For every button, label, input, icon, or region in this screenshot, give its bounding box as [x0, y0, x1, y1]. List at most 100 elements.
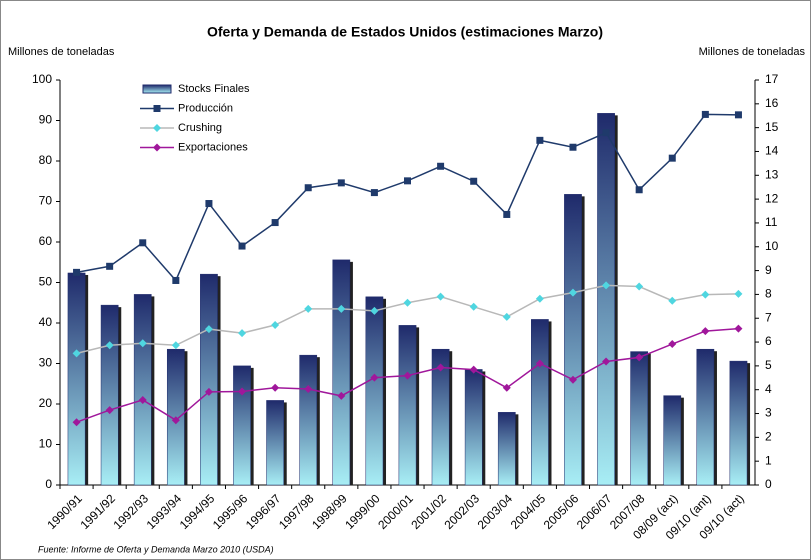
point — [635, 353, 644, 362]
bar — [398, 325, 417, 486]
point — [502, 312, 511, 321]
bar — [266, 400, 284, 486]
y2-tick-label: 2 — [765, 430, 772, 444]
legend-marker — [153, 124, 161, 132]
point — [304, 184, 312, 192]
bar — [564, 194, 582, 486]
y-tick-label: 0 — [45, 477, 52, 491]
legend-label: Stocks Finales — [178, 83, 250, 95]
chart-title: Oferta y Demanda de Estados Unidos (esti… — [207, 24, 603, 40]
point — [536, 136, 544, 144]
y2-tick-label: 14 — [765, 144, 779, 158]
legend-label: Exportaciones — [178, 141, 248, 153]
legend-marker — [153, 143, 161, 152]
point — [106, 262, 114, 270]
point — [469, 365, 478, 374]
bar — [133, 294, 152, 486]
y-tick-label: 30 — [39, 356, 53, 370]
point — [139, 239, 147, 247]
y-tick-label: 50 — [39, 275, 53, 289]
y2-tick-label: 13 — [765, 167, 779, 181]
y2-tick-label: 4 — [765, 382, 772, 396]
point — [72, 349, 81, 358]
point — [370, 189, 378, 197]
legend-label: Producción — [178, 102, 233, 114]
y2-tick-label: 17 — [765, 72, 779, 86]
point — [437, 162, 445, 170]
point — [535, 294, 544, 303]
point — [701, 290, 710, 299]
y2-tick-label: 1 — [765, 453, 772, 467]
y2-tick-label: 6 — [765, 334, 772, 348]
y2-axis-label: Millones de toneladas — [699, 46, 806, 58]
legend-label: Crushing — [178, 122, 222, 134]
y2-tick-label: 7 — [765, 310, 772, 324]
legend-marker — [153, 105, 161, 112]
point — [535, 359, 544, 368]
bar — [67, 272, 86, 486]
point — [668, 340, 677, 349]
bar — [597, 113, 615, 486]
point — [734, 289, 743, 298]
y-tick-label: 90 — [39, 113, 53, 127]
bar — [431, 348, 450, 486]
bar — [630, 351, 649, 486]
point — [568, 375, 577, 384]
point — [470, 177, 478, 185]
y-tick-label: 60 — [39, 234, 53, 248]
bar — [729, 360, 748, 486]
y2-tick-label: 8 — [765, 287, 772, 301]
y2-tick-label: 15 — [765, 120, 779, 134]
point — [171, 341, 180, 350]
point — [238, 387, 247, 396]
point — [403, 298, 412, 307]
point — [138, 339, 147, 348]
y2-tick-label: 16 — [765, 96, 779, 110]
point — [469, 302, 478, 311]
y-tick-label: 20 — [39, 396, 53, 410]
point — [635, 282, 644, 291]
bar — [464, 369, 483, 486]
point — [403, 371, 412, 380]
bar — [696, 348, 715, 486]
y-tick-label: 40 — [39, 315, 53, 329]
point — [734, 111, 742, 119]
point — [502, 383, 511, 392]
point — [668, 296, 677, 305]
point — [304, 304, 313, 313]
point — [337, 391, 346, 400]
y-tick-label: 80 — [39, 153, 53, 167]
y2-tick-label: 11 — [765, 215, 778, 229]
point — [138, 395, 147, 404]
point — [204, 325, 213, 334]
bar — [100, 304, 119, 486]
point — [701, 327, 710, 336]
point — [271, 321, 280, 330]
point — [271, 219, 279, 227]
point — [668, 154, 676, 162]
bar — [233, 365, 251, 486]
point — [337, 179, 345, 187]
point — [105, 341, 114, 350]
bar — [299, 354, 318, 486]
point — [602, 129, 610, 137]
bar — [200, 273, 218, 486]
y2-tick-label: 9 — [765, 263, 772, 277]
point — [436, 363, 445, 372]
y-tick-label: 10 — [39, 437, 53, 451]
point — [304, 385, 313, 394]
point — [105, 406, 114, 415]
point — [370, 373, 379, 382]
point — [238, 329, 247, 338]
bar — [663, 395, 682, 486]
bar — [365, 296, 384, 486]
bar — [531, 319, 549, 486]
bar — [497, 412, 516, 486]
point — [370, 306, 379, 315]
legend-swatch — [142, 84, 172, 94]
point — [73, 268, 81, 276]
point — [404, 177, 411, 185]
y2-tick-label: 3 — [765, 406, 772, 420]
y2-tick-label: 10 — [765, 239, 779, 253]
